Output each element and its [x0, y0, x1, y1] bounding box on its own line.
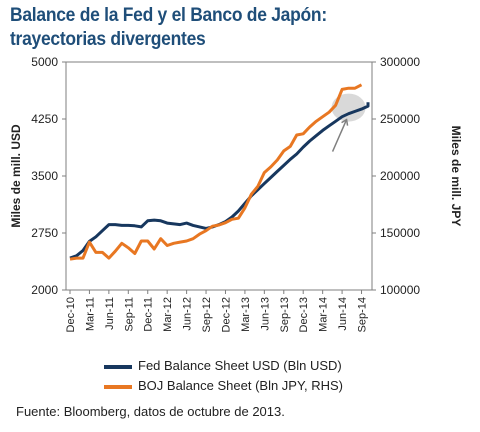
legend-swatch-fed	[104, 365, 132, 369]
x-tick-label: Mar-14	[318, 297, 330, 332]
y-right-tick-label: 100000	[380, 283, 420, 297]
annotation-arrowhead	[341, 118, 349, 126]
x-tick-label: Jun-13	[259, 297, 271, 331]
source-note: Fuente: Bloomberg, datos de octubre de 2…	[16, 404, 285, 419]
x-tick-label: Dec-10	[65, 297, 77, 332]
series-line-boj	[69, 83, 363, 261]
x-tick-label: Dec-11	[143, 297, 155, 332]
y-left-tick-label: 2000	[31, 283, 58, 297]
x-tick-label: Sep-12	[201, 297, 213, 332]
highlight-circle	[331, 93, 366, 122]
legend-label-fed: Fed Balance Sheet USD (Bln USD)	[138, 358, 342, 373]
legend-label-boj: BOJ Balance Sheet (Bln JPY, RHS)	[138, 378, 343, 393]
y-left-tick-label: 4250	[31, 112, 58, 126]
x-tick-label: Jun-14	[337, 297, 349, 331]
series-line-fed	[69, 102, 370, 260]
x-tick-label: Sep-13	[279, 297, 291, 332]
y-left-tick-label: 2750	[31, 226, 58, 240]
chart-title: Balance de la Fed y el Banco de Japón: t…	[10, 5, 327, 50]
x-tick-label: Dec-13	[298, 297, 310, 332]
y-right-axis-title: Miles de mill. JPY	[449, 126, 463, 227]
y-right-tick-label: 150000	[380, 226, 420, 240]
x-tick-label: Jun-11	[104, 297, 116, 330]
x-tick-label: Mar-11	[84, 297, 96, 331]
x-tick-label: Sep-11	[123, 297, 135, 332]
y-right-tick-label: 250000	[380, 112, 420, 126]
x-tick-label: Dec-12	[220, 297, 232, 332]
legend-swatch-boj	[104, 385, 132, 389]
x-tick-label: Sep-14	[357, 297, 369, 332]
y-right-tick-label: 300000	[380, 55, 420, 69]
y-left-axis-title: Miles de mill. USD	[9, 124, 23, 228]
annotation-arrow	[331, 119, 348, 152]
x-tick-label: Mar-12	[162, 297, 174, 332]
y-right-tick-label: 200000	[380, 169, 420, 183]
y-left-tick-label: 3500	[31, 169, 58, 183]
x-tick-label: Mar-13	[240, 297, 252, 332]
x-tick-label: Jun-12	[182, 297, 194, 331]
y-left-tick-label: 5000	[31, 55, 58, 69]
